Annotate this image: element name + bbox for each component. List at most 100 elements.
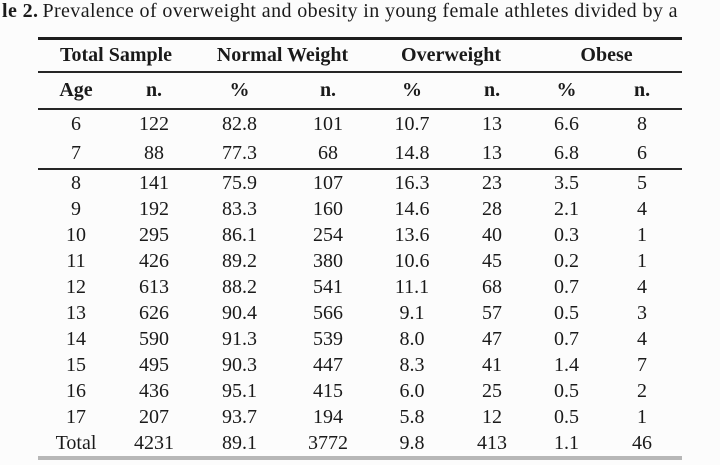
value-cell: 6.8 (554, 142, 580, 164)
value-cell: 207 (139, 405, 169, 428)
value-cell: 6.0 (399, 379, 425, 402)
age-cell: 15 (66, 353, 86, 376)
value-cell: 86.1 (222, 223, 257, 246)
value-cell: 1 (637, 249, 648, 272)
value-cell: 95.1 (222, 379, 257, 402)
value-cell: 9.8 (399, 431, 425, 454)
table-row: 15 495 90.3 447 8.3 41 1.4 7 (38, 352, 682, 378)
group-header-normal-weight: Normal Weight (194, 38, 372, 73)
value-cell: 0.7 (554, 275, 580, 298)
value-cell: 3772 (308, 431, 348, 454)
table-column-header-row: Age n. % n. % n. % n. (38, 72, 683, 110)
value-cell: 447 (313, 353, 343, 376)
value-cell: 0.5 (554, 301, 580, 324)
table-row: Total 4231 89.1 3772 9.8 413 1.1 46 (38, 430, 682, 458)
value-cell: 57 (482, 301, 503, 324)
table-row: 13 626 90.4 566 9.1 57 0.5 3 (38, 300, 682, 326)
value-cell: 14.8 (394, 142, 430, 164)
age-cell: 6 (71, 113, 81, 135)
value-cell: 28 (482, 197, 503, 220)
value-cell: 16.3 (394, 171, 430, 194)
value-cell: 254 (313, 223, 343, 246)
value-cell: 6 (637, 142, 648, 164)
value-cell: 68 (318, 142, 338, 164)
age-cell: Total (55, 431, 97, 454)
value-cell: 0.5 (554, 379, 580, 402)
value-cell: 160 (313, 197, 343, 220)
age-cell: 9 (71, 197, 81, 220)
value-cell: 192 (139, 197, 169, 220)
value-cell: 25 (482, 379, 503, 402)
value-cell: 41 (482, 353, 503, 376)
value-cell: 10.6 (394, 249, 430, 272)
value-cell: 45 (482, 249, 503, 272)
value-cell: 75.9 (222, 171, 257, 194)
value-cell: 141 (139, 171, 169, 194)
value-cell: 590 (139, 327, 169, 350)
value-cell: 8.3 (399, 353, 425, 376)
value-cell: 7 (637, 353, 648, 376)
value-cell: 91.3 (222, 327, 257, 350)
column-header-pct-overweight: % (371, 72, 454, 110)
group-header-total-sample: Total Sample (38, 38, 194, 73)
value-cell: 0.2 (554, 249, 580, 272)
table-caption-number: le 2. (2, 0, 39, 22)
age-cell: 8 (71, 171, 81, 194)
value-cell: 2 (637, 379, 648, 402)
value-cell: 107 (313, 171, 343, 194)
value-cell: 5 (637, 171, 648, 194)
value-cell: 194 (313, 405, 343, 428)
value-cell: 68 (482, 275, 503, 298)
table-row: 14 590 91.3 539 8.0 47 0.7 4 (38, 326, 682, 352)
prevalence-table: Total Sample Normal Weight Overweight Ob… (38, 37, 683, 460)
value-cell: 295 (139, 223, 169, 246)
table-row: 9 192 83.3 160 14.6 28 2.1 4 (38, 196, 682, 222)
value-cell: 380 (313, 249, 343, 272)
table-row: 10 295 86.1 254 13.6 40 0.3 1 (38, 222, 682, 248)
value-cell: 101 (313, 113, 343, 135)
column-header-n-obese: n. (602, 72, 683, 110)
value-cell: 415 (313, 379, 343, 402)
value-cell: 4 (637, 197, 648, 220)
group-header-overweight: Overweight (371, 38, 532, 73)
value-cell: 83.3 (222, 197, 257, 220)
value-cell: 0.7 (554, 327, 580, 350)
age-cell: 10 (66, 223, 86, 246)
column-header-n-total: n. (114, 72, 194, 110)
value-cell: 23 (482, 171, 503, 194)
value-cell: 47 (482, 327, 503, 350)
column-header-age: Age (38, 72, 114, 110)
value-cell: 12 (482, 405, 503, 428)
value-cell: 5.8 (399, 405, 425, 428)
value-cell: 11.1 (394, 275, 430, 298)
age-cell: 14 (66, 327, 86, 350)
value-cell: 6.6 (554, 113, 580, 135)
age-cell: 7 (71, 142, 81, 164)
value-cell: 13.6 (394, 223, 430, 246)
value-cell: 4231 (134, 431, 174, 454)
table-row: 11 426 89.2 380 10.6 45 0.2 1 (38, 248, 682, 274)
value-cell: 0.5 (554, 405, 580, 428)
value-cell: 14.6 (394, 197, 430, 220)
table-row: 16 436 95.1 415 6.0 25 0.5 2 (38, 378, 682, 404)
value-cell: 0.3 (554, 223, 580, 246)
value-cell: 13 (482, 113, 503, 135)
value-cell: 88 (144, 142, 164, 164)
value-cell: 541 (313, 275, 343, 298)
value-cell: 426 (139, 249, 169, 272)
age-cell: 11 (66, 249, 86, 272)
value-cell: 4 (637, 275, 648, 298)
column-header-n-normal: n. (285, 72, 372, 110)
value-cell: 93.7 (222, 405, 257, 428)
value-cell: 495 (139, 353, 169, 376)
value-cell: 40 (482, 223, 503, 246)
value-cell: 122 (139, 113, 169, 135)
value-cell: 8.0 (399, 327, 425, 350)
age-cell: 16 (66, 379, 86, 402)
value-cell: 4 (637, 327, 648, 350)
value-cell: 3.5 (554, 171, 580, 194)
value-cell: 90.3 (222, 353, 257, 376)
value-cell: 1.1 (554, 431, 580, 454)
value-cell: 1 (637, 223, 648, 246)
value-cell: 8 (637, 113, 648, 135)
